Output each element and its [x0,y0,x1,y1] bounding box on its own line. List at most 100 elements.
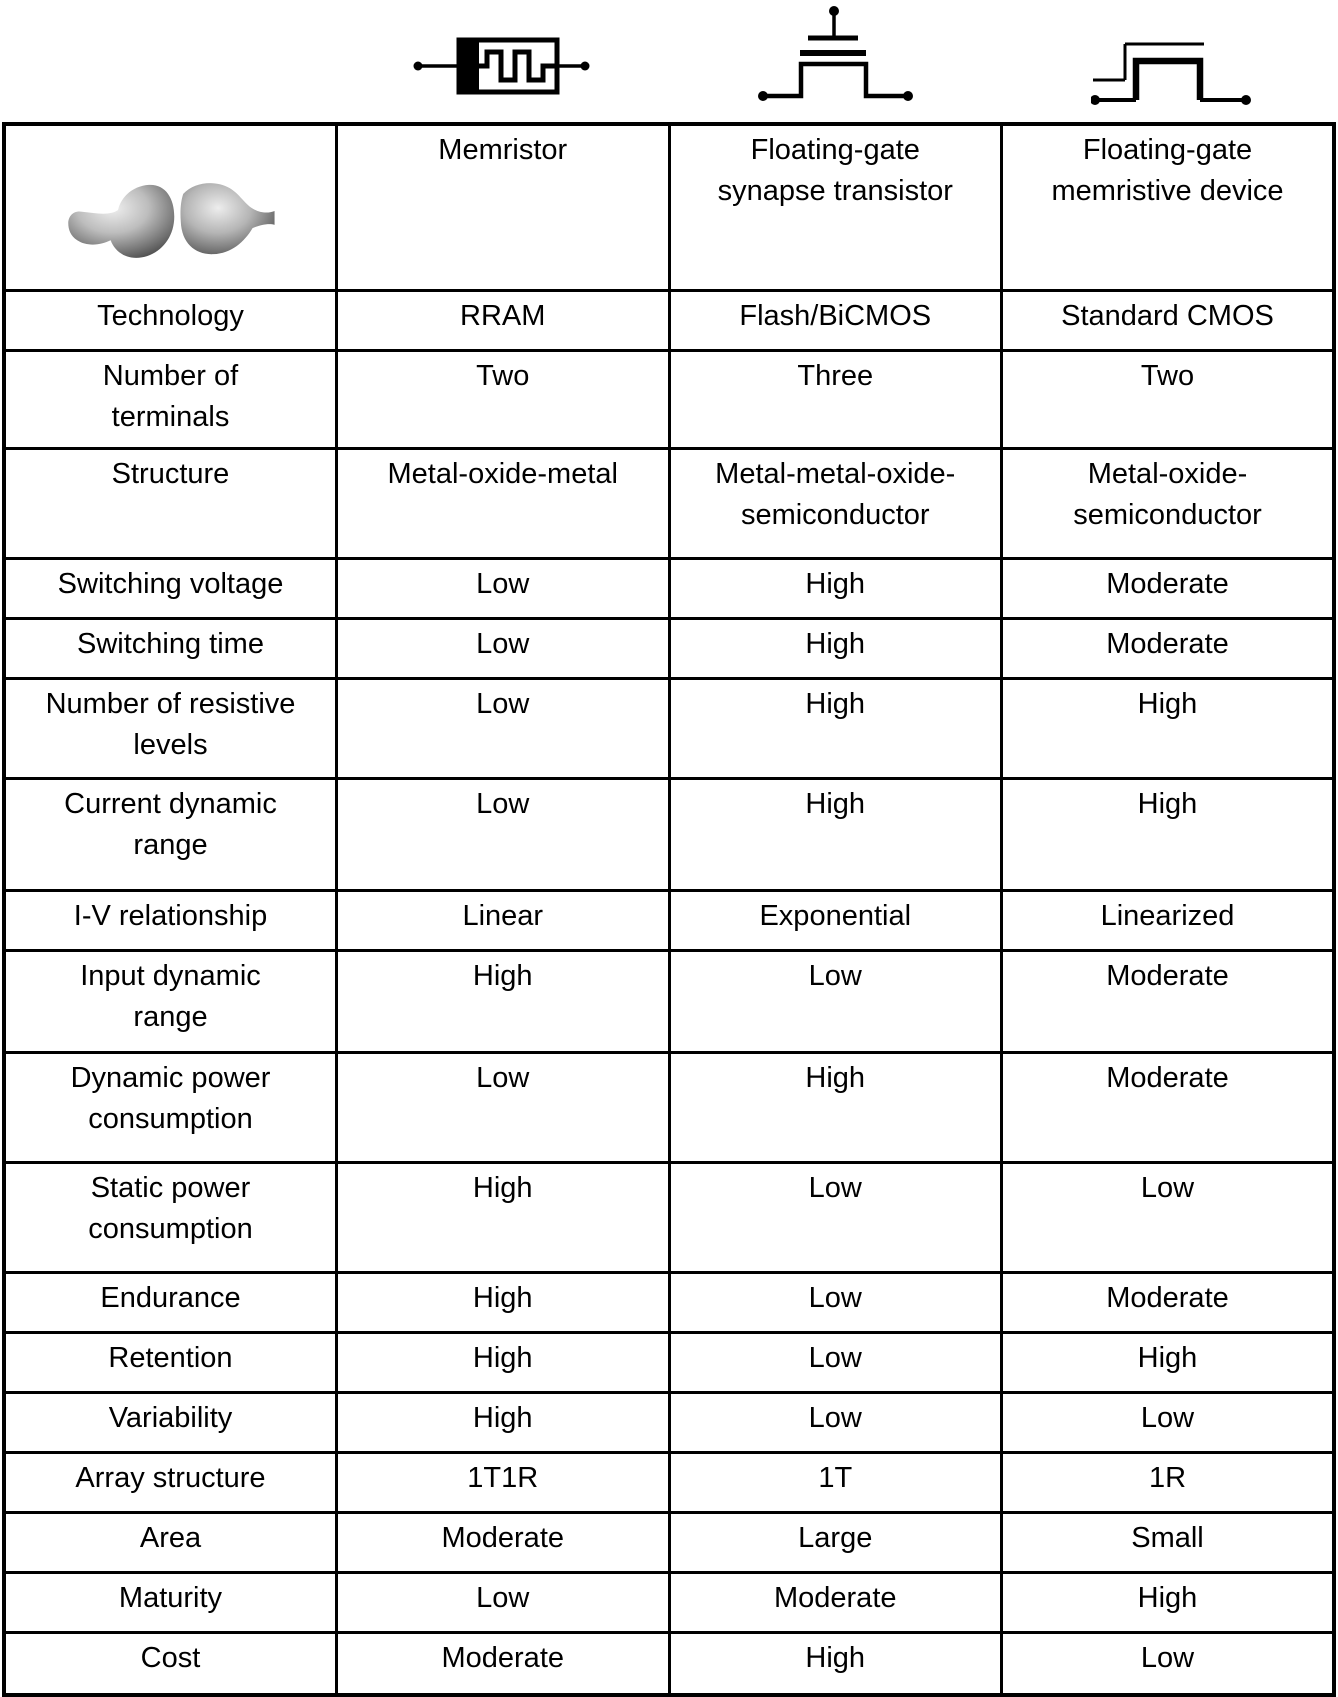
cell: Flash/BiCMOS [667,289,1003,352]
cell: High [667,557,1003,620]
cell: High [335,1271,671,1334]
cell: High [335,1161,671,1274]
row-label: Static power consumption [2,1161,338,1274]
row-label: Switching time [2,617,338,680]
cell: Moderate [1000,617,1336,680]
cell: High [667,617,1003,680]
table-row: Maturity Low Moderate High [2,1571,1336,1634]
row-label: Maturity [2,1571,338,1634]
cell: Moderate [335,1511,671,1574]
cell: Standard CMOS [1000,289,1336,352]
row-label: Number of resistive levels [2,677,338,780]
row-label: Variability [2,1391,338,1454]
row-label: Number of terminals [2,349,338,450]
cell: Low [335,557,671,620]
cell: High [1000,1571,1336,1634]
cell: High [667,777,1003,892]
row-label: Dynamic power consumption [2,1051,338,1164]
row-label: Cost [2,1631,338,1697]
table-row: Area Moderate Large Small [2,1511,1336,1574]
memristor-symbol-icon [413,37,590,95]
table-row: Cost Moderate High Low [2,1631,1336,1697]
cell: Low [1000,1161,1336,1274]
cell: Moderate [1000,949,1336,1054]
cell: Low [667,1161,1003,1274]
table-row: Endurance High Low Moderate [2,1271,1336,1334]
table-row: Retention High Low High [2,1331,1336,1394]
row-label: Array structure [2,1451,338,1514]
cell: Three [667,349,1003,450]
column-header-floating-gate-memristive-device: Floating-gate memristive device [1000,122,1336,292]
column-header-memristor: Memristor [335,122,671,292]
table-row: I-V relationship Linear Exponential Line… [2,889,1336,952]
table-row: Variability High Low Low [2,1391,1336,1454]
cell: Two [335,349,671,450]
row-label: Input dynamic range [2,949,338,1054]
table-row: Dynamic power consumption Low High Moder… [2,1051,1336,1164]
cell: 1T1R [335,1451,671,1514]
row-label: I-V relationship [2,889,338,952]
table-row: Structure Metal-oxide-metal Metal-metal-… [2,447,1336,560]
table-header-row: Memristor Floating-gate synapse transist… [2,122,1336,292]
table-row: Technology RRAM Flash/BiCMOS Standard CM… [2,289,1336,352]
cell: High [335,1391,671,1454]
cell: Low [667,1271,1003,1334]
table-row: Static power consumption High Low Low [2,1161,1336,1274]
cell: Low [335,777,671,892]
row-label: Structure [2,447,338,560]
cell: High [1000,1331,1336,1394]
cell: High [335,1331,671,1394]
cell: High [1000,677,1336,780]
table-row: Current dynamic range Low High High [2,777,1336,892]
table-row: Input dynamic range High Low Moderate [2,949,1336,1054]
synapse-image-cell [2,122,338,292]
cell: 1T [667,1451,1003,1514]
table-row: Number of resistive levels Low High High [2,677,1336,780]
cell: Low [335,1051,671,1164]
cell: RRAM [335,289,671,352]
cell: Low [335,677,671,780]
synapse-image [67,183,275,258]
cell: High [667,1631,1003,1697]
cell: Moderate [1000,1271,1336,1334]
floating-gate-transistor-symbol-icon [758,6,914,101]
cell: Moderate [335,1631,671,1697]
cell: Metal-oxide-metal [335,447,671,560]
cell: Low [1000,1631,1336,1697]
cell: Linear [335,889,671,952]
cell: Low [1000,1391,1336,1454]
row-label: Technology [2,289,338,352]
cell: Moderate [1000,1051,1336,1164]
cell: Small [1000,1511,1336,1574]
cell: Low [667,1331,1003,1394]
table-row: Switching voltage Low High Moderate [2,557,1336,620]
cell: High [1000,777,1336,892]
cell: Moderate [667,1571,1003,1634]
cell: High [667,677,1003,780]
row-label: Current dynamic range [2,777,338,892]
device-comparison-table: Memristor Floating-gate synapse transist… [2,122,1336,1697]
cell: Large [667,1511,1003,1574]
cell: Low [335,617,671,680]
cell: Low [335,1571,671,1634]
column-header-floating-gate-synapse-transistor: Floating-gate synapse transistor [667,122,1003,292]
table-row: Number of terminals Two Three Two [2,349,1336,450]
row-label: Switching voltage [2,557,338,620]
cell: Low [667,1391,1003,1454]
cell: Low [667,949,1003,1054]
cell: Metal-oxide- semiconductor [1000,447,1336,560]
row-label: Retention [2,1331,338,1394]
row-label: Area [2,1511,338,1574]
cell: Exponential [667,889,1003,952]
cell: Metal-metal-oxide- semiconductor [667,447,1003,560]
cell: 1R [1000,1451,1336,1514]
table-row: Switching time Low High Moderate [2,617,1336,680]
device-symbols-row [0,0,1338,122]
cell: High [667,1051,1003,1164]
cell: Linearized [1000,889,1336,952]
cell: Moderate [1000,557,1336,620]
cell: High [335,949,671,1054]
floating-gate-memristive-device-symbol-icon [1090,42,1251,105]
row-label: Endurance [2,1271,338,1334]
